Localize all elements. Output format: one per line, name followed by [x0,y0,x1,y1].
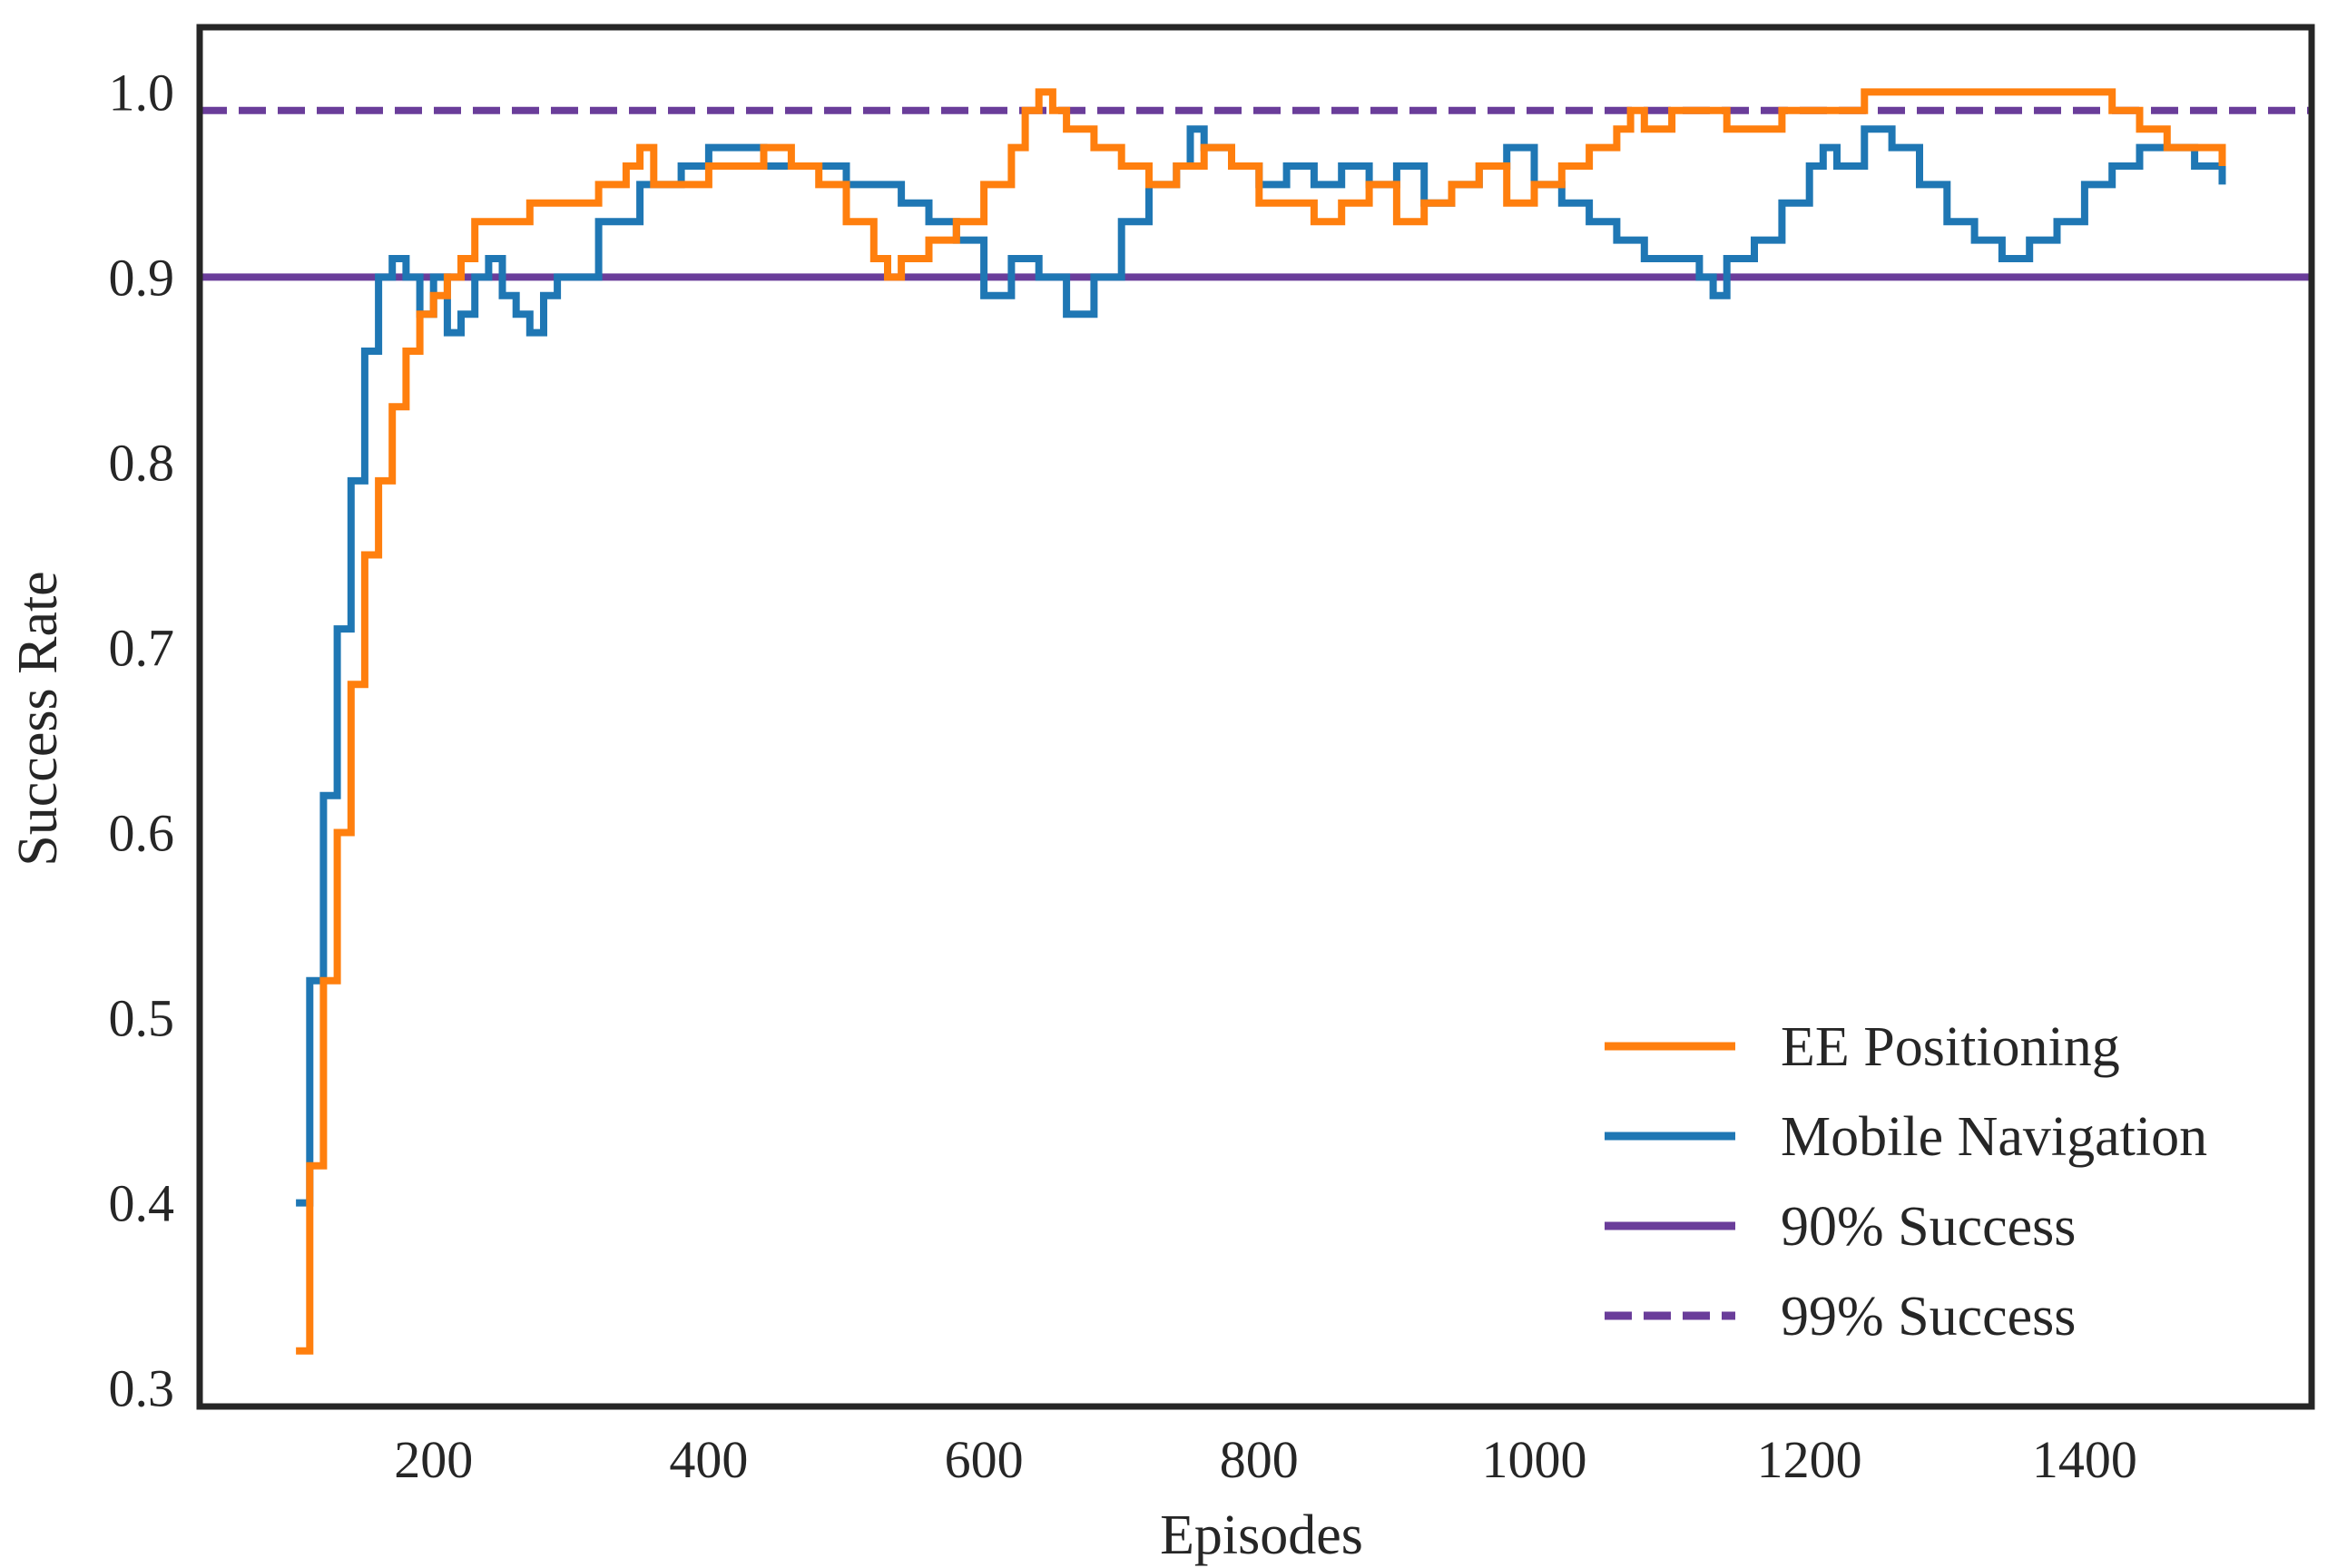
y-tick-label: 0.5 [109,989,175,1048]
legend-label-99-success: 99% Success [1781,1286,2076,1348]
y-tick-label: 0.6 [109,804,175,863]
y-tick-label: 0.9 [109,248,175,307]
y-axis-title: Success Rate [7,571,69,866]
y-tick-label: 0.3 [109,1359,175,1418]
y-tick-label: 0.7 [109,618,175,677]
x-tick-label: 1200 [1757,1430,1862,1489]
x-tick-label: 1400 [2032,1430,2137,1489]
legend-label-mobile-navigation: Mobile Navigation [1781,1106,2207,1168]
x-tick-label: 200 [394,1430,473,1489]
x-tick-label: 600 [945,1430,1024,1489]
y-axis-ticks: 0.3 0.4 0.5 0.6 0.7 0.8 0.9 1.0 [109,63,175,1417]
y-tick-label: 0.4 [109,1174,175,1233]
y-tick-label: 0.8 [109,433,175,492]
x-tick-label: 400 [669,1430,748,1489]
plot-frame [196,24,2315,1410]
series-line-ee-positioning [296,88,2226,1355]
legend: EE Positioning Mobile Navigation 90% Succe… [1605,1016,2207,1348]
x-tick-label: 800 [1220,1430,1299,1489]
x-tick-label: 1000 [1481,1430,1586,1489]
x-axis-ticks: 200 400 600 800 1000 1200 1400 [394,1430,2137,1489]
y-tick-label: 1.0 [109,63,175,122]
legend-label-90-success: 90% Success [1781,1196,2076,1258]
x-axis-title: Episodes [1160,1504,1363,1566]
legend-label-ee-positioning: EE Positioning [1781,1016,2120,1078]
plot-area [200,88,2312,1355]
